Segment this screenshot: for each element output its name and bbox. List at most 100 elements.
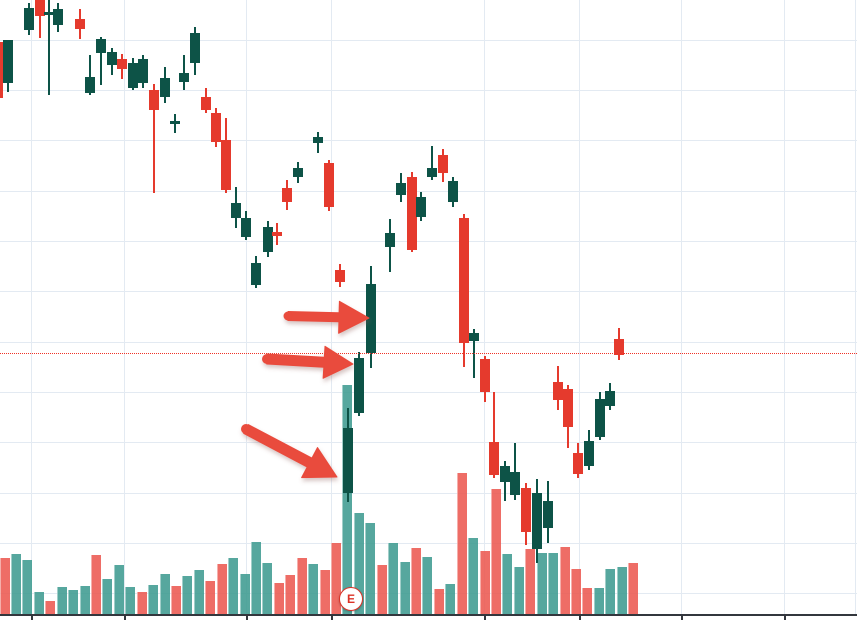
volume-bar-down <box>285 575 296 614</box>
gridline-horizontal <box>0 291 857 292</box>
candle-body-up <box>231 203 241 218</box>
volume-bar-up <box>445 584 456 614</box>
volume-bar-down <box>433 589 444 614</box>
volume-bar-up <box>182 576 193 614</box>
candle-body-up <box>427 168 437 177</box>
candle-body-up <box>469 333 479 341</box>
candle-body-up <box>85 77 95 93</box>
candle-body-down <box>521 488 531 532</box>
candle-body-up <box>128 63 138 88</box>
gridline-vertical <box>579 0 580 614</box>
gridline-horizontal <box>0 241 857 242</box>
volume-bar-up <box>56 587 67 614</box>
gridline-vertical <box>124 0 125 614</box>
candle-body-down <box>407 177 417 250</box>
volume-bar-down <box>136 592 147 614</box>
volume-bar-up <box>502 554 513 614</box>
volume-bar-up <box>548 553 559 614</box>
volume-bar-down <box>479 551 490 614</box>
time-axis-tick <box>246 614 248 620</box>
gridline-vertical <box>31 0 32 614</box>
volume-bar-down <box>456 473 467 614</box>
candle-body-down <box>489 442 499 475</box>
candle-wick-up <box>48 0 50 95</box>
volume-bar-up <box>353 513 364 614</box>
candle-wick-up <box>100 37 102 85</box>
candle-body-up <box>53 9 63 25</box>
volume-bar-down <box>0 558 10 614</box>
volume-bar-down <box>205 581 216 614</box>
volume-bar-down <box>491 489 501 614</box>
gridline-vertical <box>246 0 247 614</box>
candle-body-down <box>563 389 573 427</box>
gridline-horizontal <box>0 392 857 393</box>
candle-body-down <box>272 232 282 236</box>
candle-wick-down <box>39 0 41 38</box>
candle-wick-up <box>514 443 516 500</box>
candle-body-down <box>0 42 3 98</box>
time-axis-tick <box>331 614 333 620</box>
candle-body-up <box>584 441 594 466</box>
volume-bar-up <box>125 587 136 614</box>
volume-bar-up <box>605 569 616 614</box>
volume-bar-down <box>216 564 227 614</box>
time-axis-tick <box>484 614 486 620</box>
time-axis-tick <box>124 614 126 620</box>
candle-wick-up <box>183 55 185 90</box>
candle-body-up <box>138 59 148 83</box>
gridline-horizontal <box>0 90 857 91</box>
candle-body-up <box>3 40 13 83</box>
gridline-horizontal <box>0 493 857 494</box>
candle-body-down <box>117 59 127 69</box>
candle-body-up <box>24 8 34 30</box>
volume-bar-up <box>399 562 410 614</box>
volume-bar-up <box>536 553 547 614</box>
candle-body-up <box>532 493 542 549</box>
earnings-marker[interactable]: E <box>339 587 363 611</box>
candle-body-down <box>221 140 231 190</box>
candle-body-up <box>44 12 54 15</box>
candle-body-up <box>96 39 106 53</box>
volume-bar-down <box>376 565 387 614</box>
candle-body-up <box>190 33 200 63</box>
candle-body-up <box>595 399 605 437</box>
price-alert-line <box>0 353 857 354</box>
volume-bar-up <box>102 579 113 614</box>
volume-bar-down <box>45 601 56 614</box>
candle-body-up <box>170 121 180 124</box>
gridline-vertical <box>784 0 785 614</box>
candle-body-down <box>335 270 345 282</box>
volume-bar-up <box>22 560 33 614</box>
gridline-vertical <box>855 0 856 614</box>
volume-bar-up <box>513 567 524 614</box>
volume-bar-up <box>262 563 273 614</box>
volume-bar-down <box>171 586 181 614</box>
volume-bar-down <box>628 563 639 614</box>
volume-bar-up <box>616 567 627 614</box>
volume-bar-down <box>582 588 593 614</box>
volume-bar-up <box>159 574 170 614</box>
candle-body-up <box>510 472 520 495</box>
time-axis-tick <box>31 614 33 620</box>
candle-body-down <box>324 163 334 207</box>
volume-bar-down <box>319 570 330 614</box>
volume-bar-down <box>91 555 101 614</box>
gridline-vertical <box>484 0 485 614</box>
volume-bar-up <box>148 585 159 614</box>
candle-body-up <box>416 197 426 217</box>
volume-bar-down <box>525 549 536 614</box>
volume-bar-down <box>273 583 284 614</box>
candle-body-up <box>313 137 323 143</box>
candle-body-up <box>343 428 353 493</box>
gridline-horizontal <box>0 543 857 544</box>
volume-bar-down <box>411 548 421 614</box>
volume-bar-up <box>365 523 376 614</box>
candle-body-down <box>282 188 292 202</box>
candle-body-up <box>543 501 553 528</box>
volume-bar-up <box>593 588 604 614</box>
candle-body-down <box>35 0 45 16</box>
volume-bar-up <box>251 542 261 614</box>
candle-body-up <box>251 263 261 285</box>
